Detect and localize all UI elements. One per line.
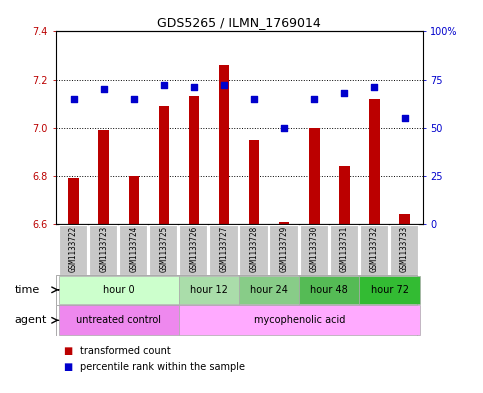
FancyBboxPatch shape — [239, 276, 299, 304]
FancyBboxPatch shape — [299, 224, 328, 275]
Text: GSM1133722: GSM1133722 — [69, 226, 78, 272]
FancyBboxPatch shape — [58, 305, 179, 335]
FancyBboxPatch shape — [179, 305, 420, 335]
Text: hour 24: hour 24 — [250, 285, 288, 295]
Bar — [68, 178, 79, 224]
Text: hour 72: hour 72 — [370, 285, 409, 295]
Point — [370, 84, 378, 90]
FancyBboxPatch shape — [179, 276, 239, 304]
Text: percentile rank within the sample: percentile rank within the sample — [80, 362, 245, 373]
Bar — [399, 215, 410, 224]
Bar — [99, 130, 109, 224]
Text: ■: ■ — [63, 346, 72, 356]
FancyBboxPatch shape — [240, 224, 268, 275]
Point — [220, 82, 228, 88]
Bar — [189, 96, 199, 224]
Text: GSM1133730: GSM1133730 — [310, 226, 319, 272]
Text: transformed count: transformed count — [80, 346, 170, 356]
FancyBboxPatch shape — [209, 224, 238, 275]
Text: GSM1133732: GSM1133732 — [370, 226, 379, 272]
FancyBboxPatch shape — [330, 224, 358, 275]
Bar — [219, 65, 229, 224]
Text: GSM1133733: GSM1133733 — [400, 226, 409, 272]
Text: GSM1133724: GSM1133724 — [129, 226, 138, 272]
Text: untreated control: untreated control — [76, 315, 161, 325]
FancyBboxPatch shape — [299, 276, 359, 304]
Point — [401, 115, 409, 121]
Point — [160, 82, 168, 88]
Bar — [369, 99, 380, 224]
Text: mycophenolic acid: mycophenolic acid — [254, 315, 345, 325]
Point — [190, 84, 198, 90]
FancyBboxPatch shape — [59, 224, 87, 275]
FancyBboxPatch shape — [179, 224, 208, 275]
Bar — [158, 106, 169, 224]
FancyBboxPatch shape — [360, 224, 388, 275]
Text: ■: ■ — [63, 362, 72, 373]
FancyBboxPatch shape — [58, 276, 179, 304]
FancyBboxPatch shape — [89, 224, 117, 275]
Title: GDS5265 / ILMN_1769014: GDS5265 / ILMN_1769014 — [157, 16, 321, 29]
Point — [70, 95, 77, 102]
Text: GSM1133723: GSM1133723 — [99, 226, 108, 272]
Bar — [309, 128, 320, 224]
Text: GSM1133727: GSM1133727 — [220, 226, 228, 272]
Bar — [339, 166, 350, 224]
Text: GSM1133731: GSM1133731 — [340, 226, 349, 272]
Text: hour 48: hour 48 — [311, 285, 348, 295]
FancyBboxPatch shape — [270, 224, 298, 275]
Point — [250, 95, 258, 102]
Point — [100, 86, 108, 92]
Text: GSM1133728: GSM1133728 — [250, 226, 258, 272]
Point — [341, 90, 348, 96]
Text: GSM1133726: GSM1133726 — [189, 226, 199, 272]
Text: agent: agent — [14, 315, 47, 325]
Text: time: time — [14, 285, 40, 295]
FancyBboxPatch shape — [359, 276, 420, 304]
Point — [280, 125, 288, 131]
Text: GSM1133725: GSM1133725 — [159, 226, 169, 272]
Bar — [249, 140, 259, 224]
Point — [311, 95, 318, 102]
Text: hour 0: hour 0 — [103, 285, 135, 295]
Text: hour 12: hour 12 — [190, 285, 228, 295]
FancyBboxPatch shape — [149, 224, 177, 275]
Text: GSM1133729: GSM1133729 — [280, 226, 289, 272]
Point — [130, 95, 138, 102]
Bar — [279, 222, 289, 224]
Bar — [128, 176, 139, 224]
FancyBboxPatch shape — [390, 224, 418, 275]
FancyBboxPatch shape — [119, 224, 147, 275]
